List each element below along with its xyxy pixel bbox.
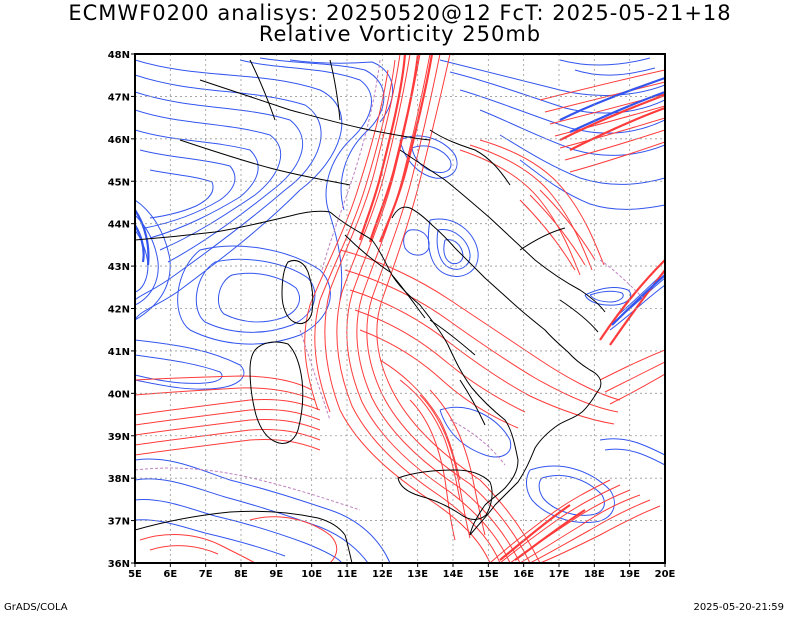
lon-tick-label: 5E [128,569,142,580]
lon-tick-label: 19E [619,569,640,580]
lon-tick-label: 20E [655,569,676,580]
lon-tick-label: 7E [199,569,213,580]
timestamp-label: 2025-05-20-21:59 [693,602,784,613]
lon-tick-label: 6E [163,569,177,580]
lat-tick-label: 40N [108,389,130,400]
credit-label: GrADS/COLA [4,602,68,613]
coastlines [135,59,606,563]
lon-tick-label: 15E [478,569,499,580]
lon-tick-label: 13E [407,569,428,580]
chart-subtitle: Relative Vorticity 250mb [258,22,542,46]
lon-tick-label: 10E [301,569,322,580]
lat-tick-label: 39N [108,432,130,443]
lat-tick-label: 41N [108,347,130,358]
lat-tick-label: 36N [108,559,130,570]
lat-tick-label: 47N [108,92,130,103]
lat-tick-label: 48N [108,50,130,61]
lon-tick-label: 11E [337,569,358,580]
lat-tick-label: 43N [108,262,130,273]
lat-tick-label: 37N [108,517,130,528]
lon-tick-label: 12E [372,569,393,580]
lat-tick-label: 45N [108,177,130,188]
lat-tick-label: 44N [108,220,130,231]
lon-tick-label: 14E [443,569,464,580]
lat-tick-label: 42N [108,305,130,316]
lon-tick-label: 9E [269,569,283,580]
longitude-axis: 5E 6E 7E 8E 9E 10E 11E 12E 13E 14E 15E 16E 17E 18E 19E… [128,563,676,580]
lon-tick-label: 17E [549,569,570,580]
chart-title: ECMWF0200 analisys: 20250520@12 FcT: 202… [68,1,732,25]
lat-tick-label: 38N [108,474,130,485]
lat-tick-label: 46N [108,135,130,146]
contour-field [135,54,665,563]
lon-tick-label: 18E [584,569,605,580]
lon-tick-label: 8E [234,569,248,580]
lon-tick-label: 16E [513,569,534,580]
latitude-axis: 36N 37N 38N 39N 40N 41N 42N 43N 44N 45N 46N 47N 48N [108,50,135,570]
